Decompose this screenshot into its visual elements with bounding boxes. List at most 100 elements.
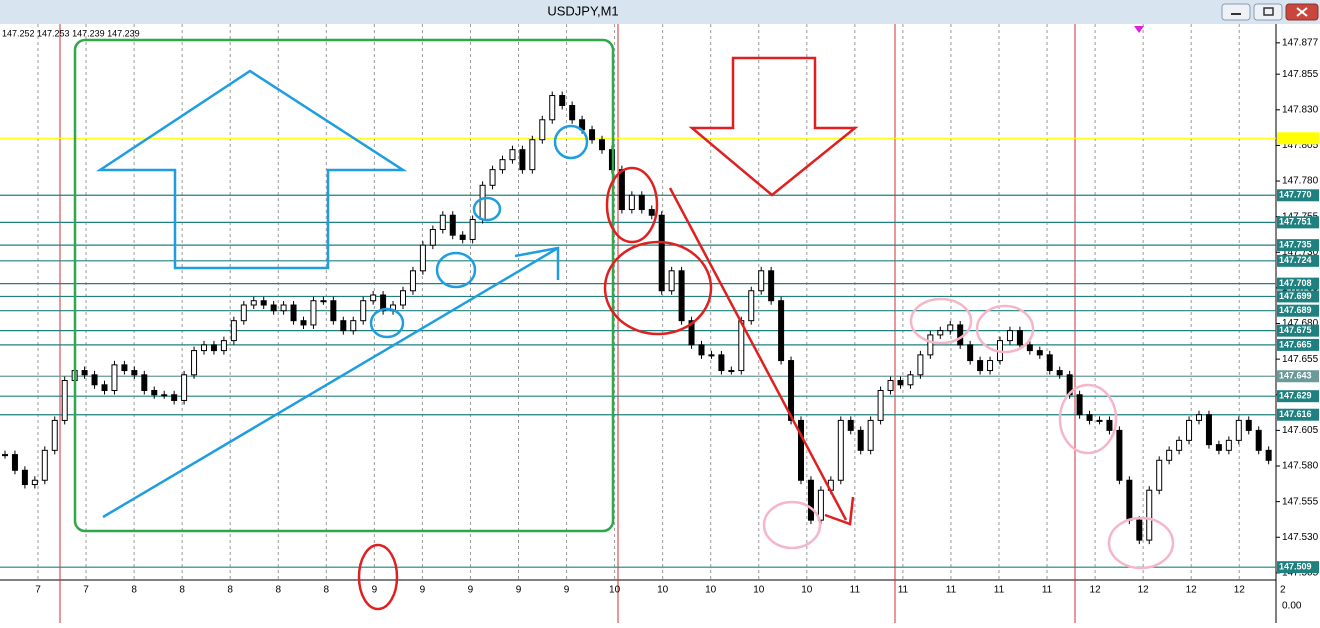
red-circle — [605, 166, 659, 244]
candle-body — [937, 330, 944, 336]
candle-body — [340, 320, 347, 332]
candle-body — [439, 214, 446, 230]
candle-body — [897, 380, 904, 386]
level-label: 147.643 — [1279, 371, 1312, 381]
candle-body — [519, 149, 526, 171]
title-bar — [0, 0, 1320, 24]
x-tick-label: 12 — [1234, 585, 1246, 596]
session-separators — [59, 24, 1076, 623]
candle-body — [469, 219, 476, 240]
blue-circle — [472, 196, 502, 222]
level-label-box — [1277, 304, 1319, 317]
candle-body — [489, 169, 496, 186]
candle-body — [857, 429, 864, 451]
x-tick-label: 11 — [994, 585, 1005, 596]
candle-body — [250, 300, 257, 306]
trend-arrowhead — [514, 246, 560, 280]
candle-body — [191, 350, 198, 376]
candle-body — [1006, 330, 1013, 342]
candle-body — [61, 380, 68, 421]
trend-line — [102, 246, 559, 519]
candle-body — [111, 364, 118, 391]
candle-body — [1156, 459, 1163, 491]
candle-body — [648, 209, 655, 216]
level-label-box — [1277, 277, 1319, 290]
level-label: 147.665 — [1279, 339, 1312, 349]
candle-body — [688, 320, 695, 346]
pink-circle — [762, 500, 822, 550]
candle-body — [887, 380, 894, 391]
candle-body — [31, 479, 38, 486]
candle-body — [270, 304, 277, 312]
level-label: 147.724 — [1279, 255, 1312, 265]
pink-circle — [1107, 516, 1175, 570]
level-label-box — [1277, 324, 1319, 337]
level-label: 147.675 — [1279, 325, 1312, 335]
candle-body — [917, 354, 924, 376]
y-tick-label: 147.580 — [1282, 461, 1319, 472]
candle-body — [161, 394, 168, 397]
candle-body — [798, 419, 804, 481]
y-tick-label: 147.605 — [1282, 425, 1319, 436]
candle-body — [499, 159, 506, 171]
candle-body — [91, 374, 98, 386]
x-tick-label: 7 — [35, 585, 41, 596]
candle-body — [1166, 449, 1173, 461]
blue-circle — [435, 251, 477, 289]
level-label: 147.616 — [1279, 409, 1312, 419]
candle-body — [1255, 429, 1262, 451]
candle-body — [1176, 439, 1183, 451]
candle-body — [300, 320, 307, 326]
window-buttons[interactable] — [1221, 3, 1319, 21]
ohlc-header: 147.252 147.253 147.239 147.239 — [2, 28, 140, 38]
x-tick-label: 7 — [83, 585, 89, 596]
candle-body — [41, 449, 48, 481]
level-label: 147.810 — [1279, 133, 1312, 143]
candle-body — [718, 354, 725, 372]
candle-body — [1046, 354, 1053, 372]
candle-body — [1186, 419, 1193, 441]
candle-body — [728, 370, 735, 373]
candle-body — [509, 149, 516, 161]
indicator-index: 2 — [1280, 585, 1286, 596]
level-label-box — [1277, 561, 1319, 574]
candle-body — [280, 304, 287, 312]
candle-body — [210, 344, 217, 352]
candle-body — [1235, 419, 1242, 441]
candle-body — [220, 340, 227, 352]
x-tick-label: 8 — [275, 585, 281, 596]
y-tick-label: 147.830 — [1282, 104, 1319, 115]
candle-body — [201, 344, 207, 352]
candle-body — [788, 360, 795, 421]
candle-body — [459, 234, 466, 240]
restore-button[interactable] — [1253, 3, 1283, 21]
level-label-box — [1277, 338, 1319, 351]
pink-circle — [1058, 383, 1118, 455]
level-label-box — [1277, 216, 1319, 229]
candle-body — [181, 374, 188, 401]
candle-body — [559, 95, 566, 107]
candle-body — [1036, 350, 1043, 356]
candle-body — [21, 469, 28, 486]
x-tick-label: 11 — [946, 585, 957, 596]
candle-body — [360, 300, 367, 322]
level-label: 147.689 — [1279, 305, 1312, 315]
candle-body — [1016, 330, 1023, 346]
x-tick-label: 10 — [753, 585, 765, 596]
minimize-button[interactable] — [1221, 3, 1251, 21]
candle-body — [330, 300, 337, 322]
x-tick-label: 8 — [179, 585, 185, 596]
candle-body — [529, 139, 536, 171]
candle-body — [1136, 519, 1143, 541]
candle-body — [429, 228, 436, 246]
candle-body — [230, 320, 237, 342]
candle-body — [599, 139, 605, 151]
candle-body — [837, 419, 844, 481]
blue-circle — [553, 124, 589, 160]
level-label-box — [1277, 189, 1319, 202]
candle-body — [847, 419, 854, 431]
candle-body — [658, 214, 665, 292]
candle-body — [877, 389, 884, 421]
candle-body — [638, 194, 645, 211]
